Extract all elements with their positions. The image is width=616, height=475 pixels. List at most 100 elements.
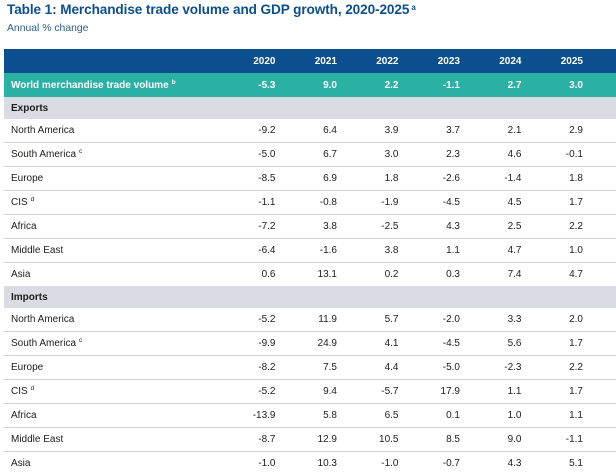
value-cell: 4.7 [569, 269, 583, 280]
value-cell: -4.5 [442, 197, 460, 208]
value-cell: 2.1 [507, 125, 522, 136]
value-cell: 7.4 [507, 269, 522, 280]
row-label: Middle East [4, 245, 222, 256]
value-cell: 9.0 [323, 79, 337, 91]
value-cell: 5.8 [323, 410, 337, 421]
value-cell: 3.8 [384, 245, 399, 256]
value-cell: -5.3 [258, 79, 276, 91]
table-row: Europe -8.2 7.5 4.4 -5.0 -2.3 2.2 [4, 356, 616, 380]
row-label-text: Asia [11, 269, 31, 280]
value-cell: 0.1 [446, 410, 460, 421]
value-cell: -5.2 [258, 386, 276, 397]
value-cell: 6.9 [323, 173, 337, 184]
value-cell: 2.5 [507, 221, 522, 232]
value-cell: 2.2 [569, 221, 583, 232]
table-row: South America c -5.0 6.7 3.0 2.3 4.6 -0.1 [4, 143, 616, 167]
table-row: Africa -13.9 5.8 6.5 0.1 1.0 1.1 [4, 404, 616, 428]
world-trade-row: World merchandise trade volume b -5.3 9.0… [4, 73, 616, 97]
value-cell: 10.5 [379, 434, 399, 445]
value-cell: -0.8 [319, 197, 337, 208]
section-label: Exports [11, 102, 49, 114]
row-label: CIS d [4, 196, 222, 208]
value-cell: -1.4 [504, 173, 522, 184]
footnote-marker: b [171, 78, 176, 86]
table-title-text: Table 1: Merchandise trade volume and GD… [7, 2, 410, 17]
row-label-text: North America [11, 314, 75, 325]
value-cell: -9.2 [258, 125, 276, 136]
value-cell: 3.8 [323, 221, 337, 232]
value-cell: 6.7 [323, 149, 337, 160]
value-cell: 6.4 [323, 125, 337, 136]
value-cell: -9.9 [258, 338, 276, 349]
value-cell: -1.1 [565, 434, 583, 445]
row-label-text: South America [11, 149, 77, 160]
table-row: Asia -1.0 10.3 -1.0 -0.7 4.3 5.1 [4, 452, 616, 475]
imports-rows: North America -5.2 11.9 5.7 -2.0 3.3 2.0 South … [4, 308, 616, 475]
value-cell: -1.9 [381, 197, 399, 208]
column-header-2020: 2020 [253, 55, 276, 67]
value-cell: 9.4 [323, 386, 337, 397]
value-cell: -1.1 [258, 197, 276, 208]
row-label: Africa [4, 410, 222, 421]
value-cell: 0.2 [384, 269, 399, 280]
footnote-marker: d [30, 385, 35, 392]
value-cell: 5.6 [507, 338, 522, 349]
column-header-2021: 2021 [314, 55, 337, 67]
value-cell: 1.7 [569, 386, 583, 397]
row-label: Asia [4, 458, 222, 469]
value-cell: 10.3 [317, 458, 337, 469]
value-cell: 2.2 [569, 362, 583, 373]
row-label-text: Asia [11, 458, 31, 469]
value-cell: 1.7 [569, 197, 583, 208]
value-cell: 7.5 [323, 362, 337, 373]
title-footnote-marker: a [411, 3, 416, 12]
column-header-2023: 2023 [437, 55, 460, 67]
row-label-text: Europe [11, 173, 44, 184]
value-cell: -7.2 [258, 221, 276, 232]
table-title: Table 1: Merchandise trade volume and GD… [7, 2, 416, 17]
row-label: Middle East [4, 434, 222, 445]
value-cell: 9.0 [507, 434, 522, 445]
row-label: Africa [4, 221, 222, 232]
value-cell: -8.7 [258, 434, 276, 445]
value-cell: 1.7 [569, 338, 583, 349]
value-cell: -1.0 [381, 458, 399, 469]
footnote-marker: c [79, 148, 83, 155]
row-label-text: World merchandise trade volume [11, 79, 169, 91]
section-label: Imports [11, 291, 48, 303]
row-label-text: CIS [11, 197, 28, 208]
value-cell: 1.1 [446, 245, 460, 256]
value-cell: -2.5 [381, 221, 399, 232]
value-cell: 4.7 [507, 245, 522, 256]
value-cell: -2.3 [504, 362, 522, 373]
table-row: North America -5.2 11.9 5.7 -2.0 3.3 2.0 [4, 308, 616, 332]
column-header-2024: 2024 [499, 55, 522, 67]
value-cell: 12.9 [317, 434, 337, 445]
value-cell: 3.9 [384, 125, 399, 136]
table-row: Europe -8.5 6.9 1.8 -2.6 -1.4 1.8 [4, 167, 616, 191]
value-cell: -1.0 [258, 458, 276, 469]
value-cell: 2.0 [569, 314, 583, 325]
row-label: World merchandise trade volume b [4, 78, 222, 91]
section-row-imports: Imports [4, 286, 616, 308]
table-row: Middle East -6.4 -1.6 3.8 1.1 4.7 1.0 [4, 239, 616, 263]
value-cell: -8.5 [258, 173, 276, 184]
row-label-text: Europe [11, 362, 44, 373]
row-label-text: Africa [11, 221, 37, 232]
row-label: Asia [4, 269, 222, 280]
row-label: Europe [4, 173, 222, 184]
value-cell: 3.3 [507, 314, 522, 325]
value-cell: 5.1 [569, 458, 583, 469]
value-cell: 2.7 [507, 79, 522, 91]
value-cell: 24.9 [317, 338, 337, 349]
value-cell: 17.9 [440, 386, 460, 397]
value-cell: 1.0 [507, 410, 522, 421]
value-cell: 5.7 [384, 314, 399, 325]
value-cell: 1.1 [569, 410, 583, 421]
value-cell: 3.0 [569, 79, 583, 91]
value-cell: 11.9 [318, 314, 337, 325]
exports-rows: North America -9.2 6.4 3.9 3.7 2.1 2.9 South Am… [4, 119, 616, 286]
value-cell: -6.4 [258, 245, 276, 256]
value-cell: -5.0 [258, 149, 276, 160]
row-label: South America c [4, 148, 222, 160]
